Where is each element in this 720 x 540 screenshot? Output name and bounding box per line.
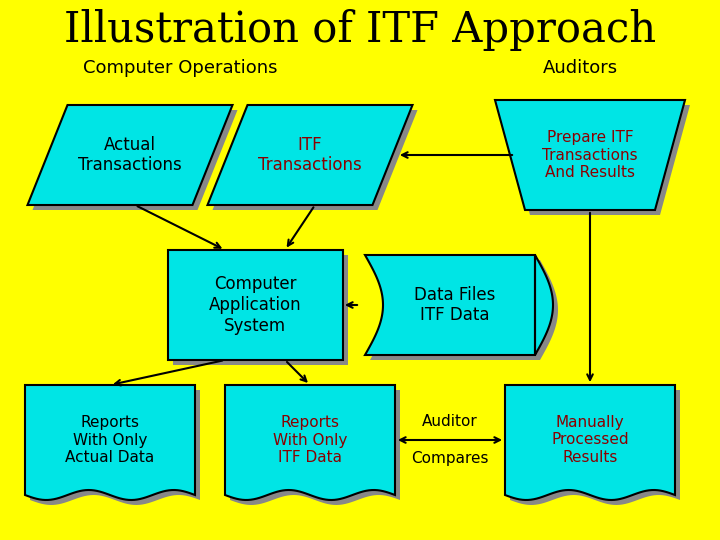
FancyBboxPatch shape <box>173 255 348 365</box>
FancyBboxPatch shape <box>168 250 343 360</box>
Text: Auditor: Auditor <box>422 415 478 429</box>
Text: Manually
Processed
Results: Manually Processed Results <box>552 415 629 465</box>
Polygon shape <box>370 260 558 360</box>
Text: Computer
Application
System: Computer Application System <box>209 275 301 335</box>
Text: Prepare ITF
Transactions
And Results: Prepare ITF Transactions And Results <box>542 130 638 180</box>
Polygon shape <box>207 105 413 205</box>
Polygon shape <box>230 390 400 505</box>
Text: Auditors: Auditors <box>542 59 618 77</box>
Polygon shape <box>500 105 690 215</box>
Polygon shape <box>212 110 418 210</box>
Polygon shape <box>505 385 675 500</box>
Polygon shape <box>25 385 195 500</box>
Text: Actual
Transactions: Actual Transactions <box>78 136 182 174</box>
Polygon shape <box>365 255 553 355</box>
Polygon shape <box>510 390 680 505</box>
Polygon shape <box>225 385 395 500</box>
Polygon shape <box>32 110 238 210</box>
Text: Reports
With Only
Actual Data: Reports With Only Actual Data <box>66 415 155 465</box>
Text: ITF
Transactions: ITF Transactions <box>258 136 362 174</box>
Text: Computer Operations: Computer Operations <box>83 59 277 77</box>
Text: Data Files
ITF Data: Data Files ITF Data <box>414 286 495 325</box>
Polygon shape <box>30 390 200 505</box>
Polygon shape <box>495 100 685 210</box>
Text: Illustration of ITF Approach: Illustration of ITF Approach <box>64 9 656 51</box>
Text: Reports
With Only
ITF Data: Reports With Only ITF Data <box>273 415 347 465</box>
Text: Compares: Compares <box>411 450 489 465</box>
Polygon shape <box>27 105 233 205</box>
